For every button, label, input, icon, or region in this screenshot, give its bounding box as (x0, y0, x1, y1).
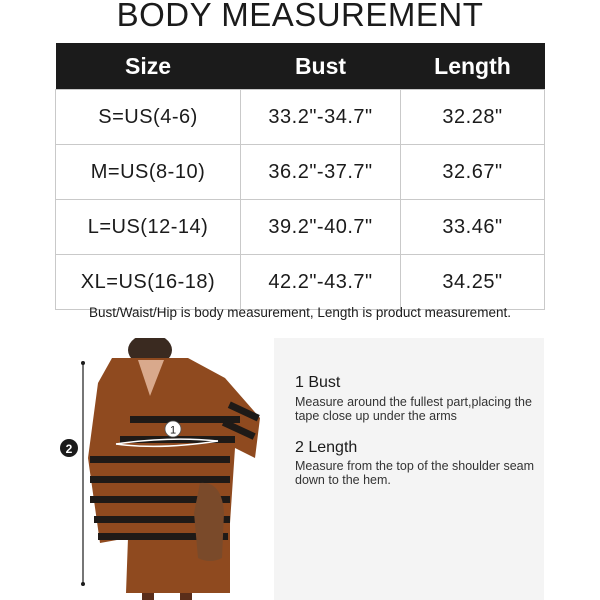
bust-heading: 1 Bust (295, 374, 341, 391)
cell-bust: 36.2"-37.7" (240, 144, 401, 200)
table-row: XL=US(16-18) 42.2"-43.7" 34.25" (55, 254, 545, 310)
length-description: Measure from the top of the shoulder sea… (295, 459, 535, 487)
table-row: S=US(4-6) 33.2"-34.7" 32.28" (55, 89, 545, 145)
cell-length: 33.46" (400, 199, 545, 255)
measurement-guide-panel: 1 Bust Measure around the fullest part,p… (274, 338, 544, 600)
cell-size: S=US(4-6) (55, 89, 241, 145)
cell-length: 34.25" (400, 254, 545, 310)
page-title: BODY MEASUREMENT (116, 0, 484, 33)
cell-bust: 39.2"-40.7" (240, 199, 401, 255)
header-bust: Bust (240, 43, 401, 90)
cell-size: L=US(12-14) (55, 199, 241, 255)
handbag (194, 482, 224, 561)
length-heading: 2 Length (295, 439, 358, 456)
table-row: L=US(12-14) 39.2"-40.7" 33.46" (55, 199, 545, 255)
table-header-row: Size Bust Length (55, 43, 545, 90)
bust-description: Measure around the fullest part,placing … (295, 395, 532, 423)
cell-bust: 42.2"-43.7" (240, 254, 401, 310)
cell-size: M=US(8-10) (55, 144, 241, 200)
cell-bust: 33.2"-34.7" (240, 89, 401, 145)
length-marker (60, 439, 78, 457)
cell-size: XL=US(16-18) (55, 254, 241, 310)
table-row: M=US(8-10) 36.2"-37.7" 32.67" (55, 144, 545, 200)
measurement-note: Bust/Waist/Hip is body measurement, Leng… (89, 305, 511, 320)
cell-length: 32.67" (400, 144, 545, 200)
model-illustration: 1 2 (60, 338, 270, 600)
bust-marker (164, 420, 182, 438)
cell-length: 32.28" (400, 89, 545, 145)
length-marker-label: 2 (66, 442, 73, 456)
header-size: Size (55, 43, 241, 90)
header-length: Length (400, 43, 545, 90)
size-table: Size Bust Length S=US(4-6) 33.2"-34.7" 3… (55, 43, 545, 310)
bust-marker-label: 1 (170, 425, 176, 437)
